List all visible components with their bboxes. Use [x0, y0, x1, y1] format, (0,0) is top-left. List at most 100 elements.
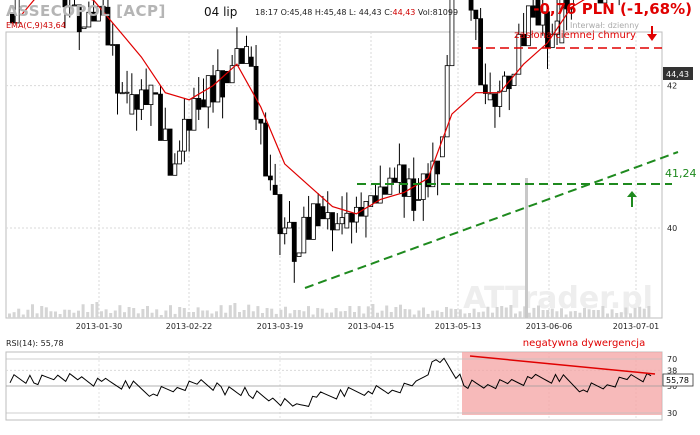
- volume-bar: [146, 306, 149, 318]
- x-tick-label: 2013-04-15: [348, 322, 395, 331]
- volume-bar: [348, 306, 352, 318]
- candle-body: [497, 90, 503, 107]
- volume-bar: [155, 309, 159, 318]
- volume-bar: [242, 310, 246, 318]
- ticker-title: ASSECOPOL [ACP]: [6, 2, 166, 20]
- candle-body: [119, 92, 125, 95]
- volume-bar: [537, 305, 540, 318]
- candle-body: [602, 0, 608, 4]
- volume-bar: [518, 311, 522, 318]
- volume-bar: [380, 310, 384, 318]
- volume-bar: [426, 313, 430, 318]
- candle-body: [229, 65, 235, 84]
- candle-body: [430, 160, 436, 188]
- volume-bar: [201, 310, 205, 318]
- volume-bar: [592, 310, 596, 318]
- volume-bar: [95, 302, 99, 318]
- y-tick-label: 38: [667, 366, 677, 375]
- candle-body: [172, 163, 178, 176]
- candle-body: [67, 5, 73, 8]
- candle-body: [339, 217, 345, 225]
- volume-bar: [256, 306, 260, 318]
- candle-body: [568, 0, 574, 10]
- interval-label: Interwał: dzienny: [569, 21, 639, 30]
- volume-bar: [127, 307, 131, 318]
- volume-bar: [495, 307, 499, 318]
- candle-body: [597, 0, 603, 4]
- volume-bar: [141, 309, 145, 318]
- candle-body: [215, 70, 221, 103]
- candle-body: [344, 212, 350, 229]
- candle-body: [210, 75, 216, 103]
- volume-bar: [330, 312, 333, 318]
- volume-bar: [362, 313, 366, 318]
- quote-date: 04 lip: [204, 5, 238, 19]
- rsi-line: [9, 357, 652, 407]
- candle-body: [186, 118, 192, 131]
- volume-bar: [8, 313, 11, 318]
- quote-ohlc: 18:17 O:45,48 H:45,48 L: 44,43 C:44,43 V…: [255, 8, 458, 17]
- candle-body: [291, 221, 297, 262]
- candle-body: [482, 84, 488, 94]
- candle-body: [224, 70, 230, 84]
- volume-bar: [578, 312, 582, 318]
- volume-bar: [159, 315, 163, 318]
- volume-bar: [435, 310, 439, 318]
- volume-bar: [178, 307, 182, 318]
- volume-bar: [601, 306, 605, 318]
- candle-body: [220, 70, 226, 98]
- volume-bar: [546, 310, 550, 318]
- price-panel: [5, 31, 663, 319]
- annotation-dark-cloud: zasłona ciemnej chmury: [514, 30, 636, 41]
- volume-bar: [54, 311, 57, 318]
- volume-bar: [477, 312, 481, 318]
- volume-bar: [615, 313, 619, 318]
- volume-bar: [394, 307, 398, 318]
- volume-bar: [72, 312, 76, 318]
- last-price-tag: [663, 67, 693, 80]
- volume-bar: [63, 309, 67, 318]
- volume-bar: [573, 311, 577, 318]
- volume-bar: [514, 313, 517, 318]
- candle-body: [435, 160, 441, 175]
- x-tick-label: 2013-02-22: [166, 322, 213, 331]
- candle-body: [14, 0, 20, 24]
- volume-bar: [468, 313, 471, 318]
- candle-body: [76, 4, 82, 33]
- price-change: -0,76 PLN (-1,68%): [533, 0, 692, 18]
- volume-bar: [408, 309, 412, 318]
- volume-bar: [325, 312, 329, 318]
- volume-bar: [532, 307, 536, 318]
- candle-body: [353, 206, 359, 223]
- volume-bar: [307, 306, 310, 318]
- x-tick-label: 2013-07-01: [613, 322, 660, 331]
- volume-bar: [182, 308, 186, 318]
- candle-body: [258, 118, 264, 124]
- candle-body: [425, 173, 431, 188]
- volume-bar: [560, 308, 563, 318]
- candle-body: [411, 178, 417, 211]
- volume-bar: [118, 305, 122, 318]
- candle-body: [72, 4, 77, 7]
- volume-bar: [527, 312, 531, 318]
- volume-bar: [169, 305, 172, 318]
- volume-bar: [311, 314, 315, 318]
- ema-line: [21, 0, 585, 215]
- volume-bar: [270, 308, 274, 318]
- candle-body: [105, 6, 111, 46]
- volume-bar: [412, 314, 416, 318]
- volume-bar: [21, 314, 25, 318]
- candle-body: [115, 44, 120, 94]
- candle-body: [129, 94, 135, 115]
- rsi-tick-label: 50: [667, 382, 677, 391]
- candle-body: [439, 136, 445, 158]
- volume-bar: [215, 311, 218, 318]
- volume-bar: [17, 308, 21, 318]
- volume-bar: [26, 309, 30, 318]
- candle-body: [492, 93, 498, 107]
- volume-bar: [297, 310, 301, 318]
- volume-bar: [31, 304, 34, 318]
- volume-bar: [343, 311, 347, 318]
- rsi-tick-label: 70: [667, 355, 677, 364]
- volume-bar: [509, 305, 513, 318]
